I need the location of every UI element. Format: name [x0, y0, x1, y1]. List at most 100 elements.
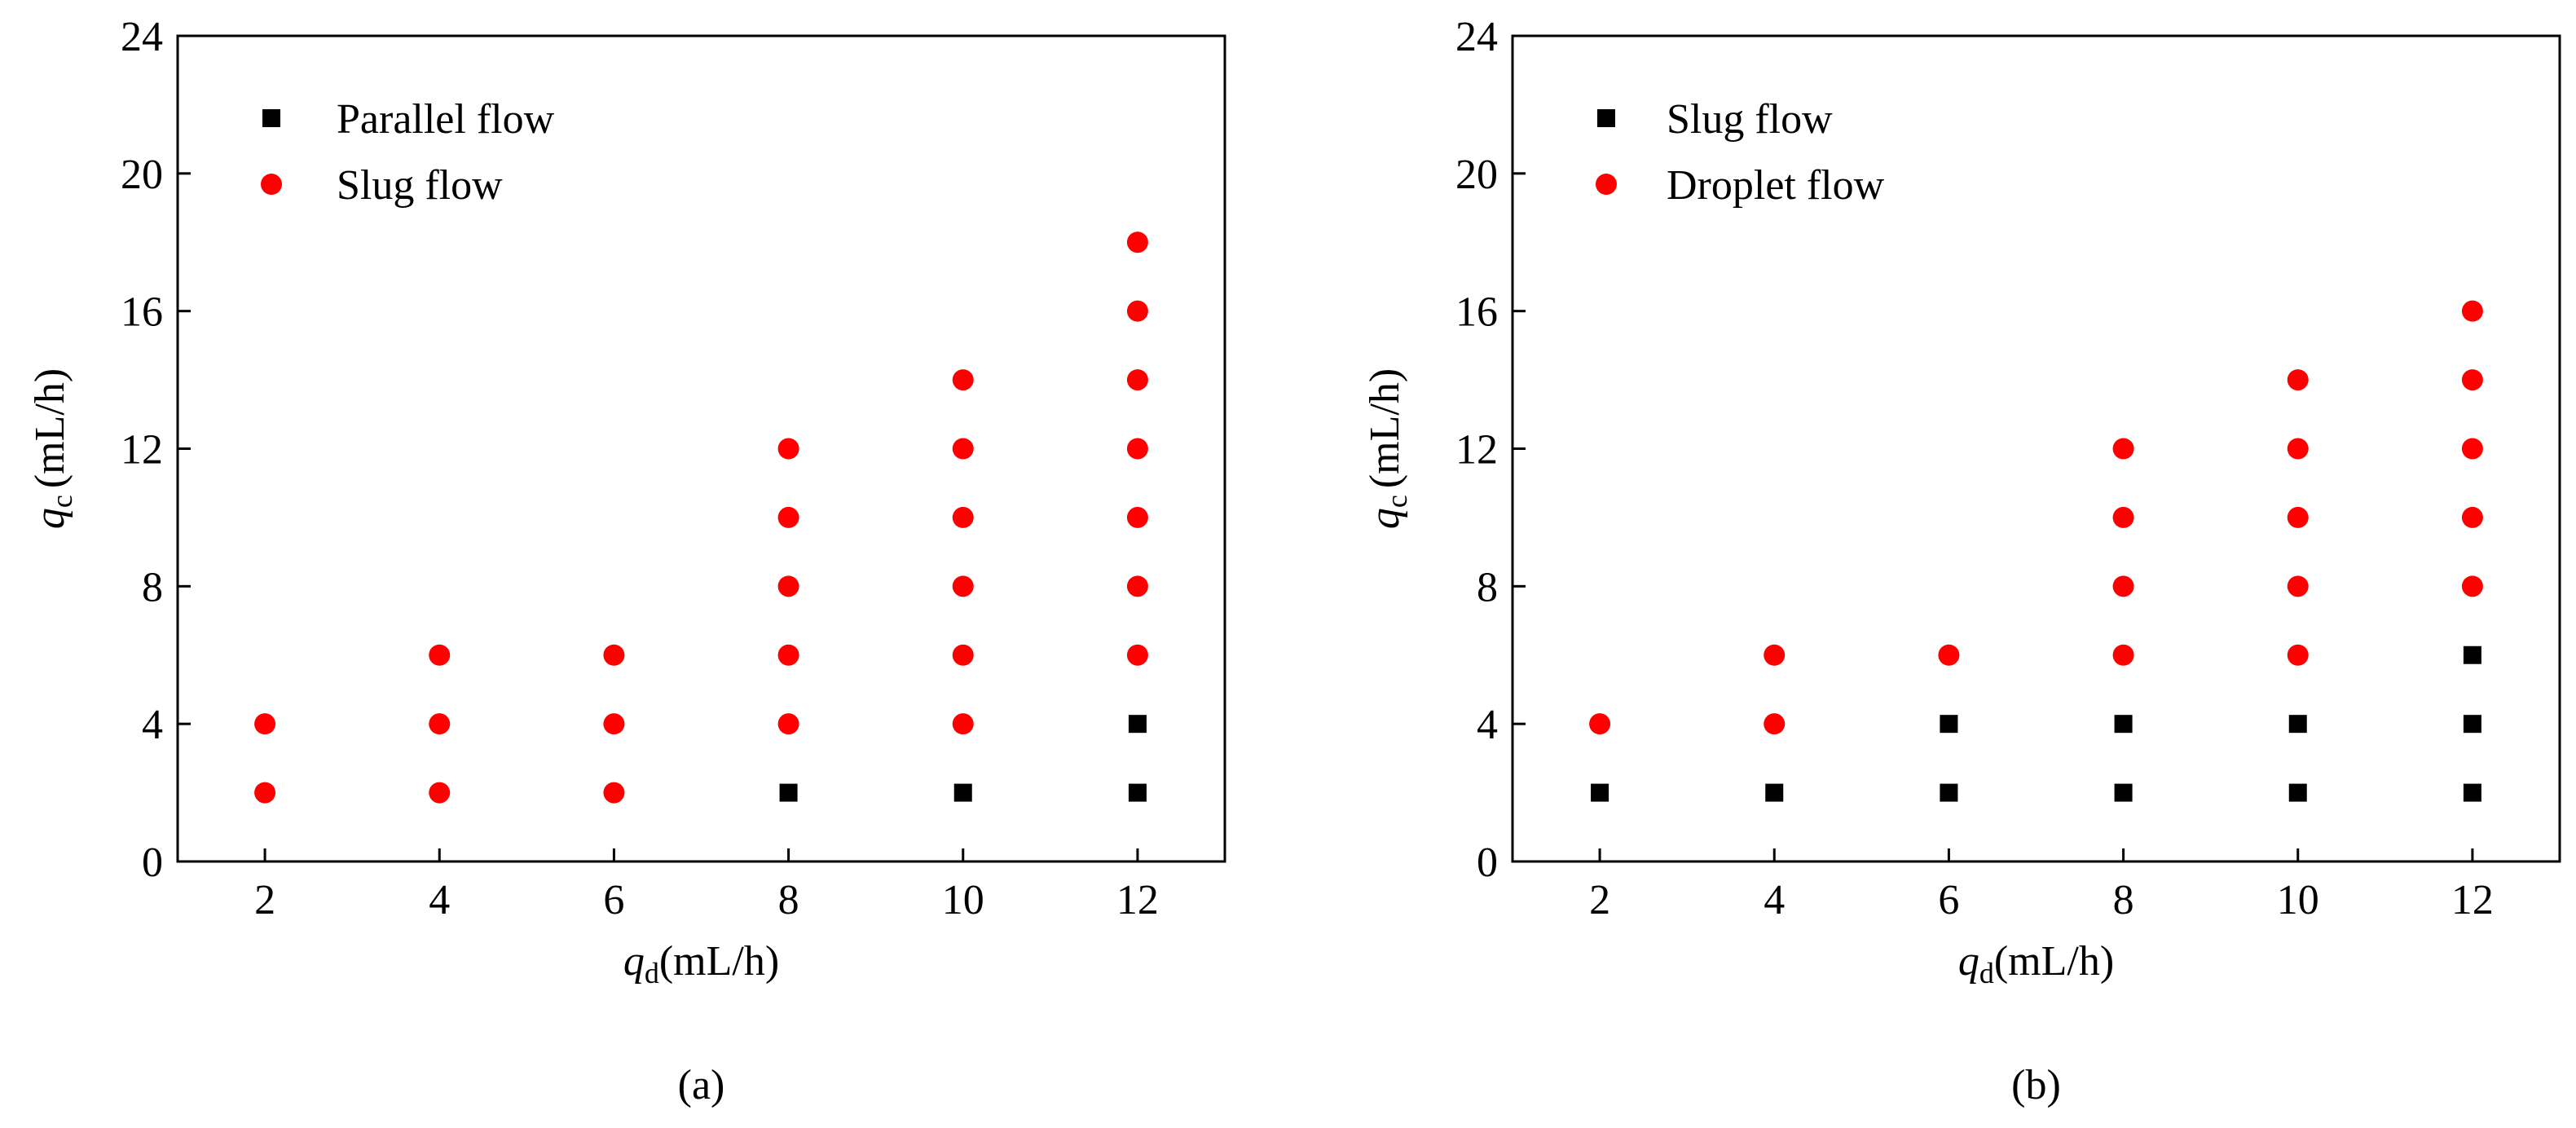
y-tick-label: 12 [121, 427, 163, 474]
marker [1128, 715, 1147, 734]
marker [1126, 575, 1148, 597]
marker [1940, 715, 1958, 734]
marker [429, 644, 451, 666]
x-tick-label: 8 [2113, 877, 2134, 923]
y-tick-label: 8 [142, 564, 163, 610]
y-label-symbol: q [27, 508, 73, 529]
marker [603, 782, 625, 804]
marker [1596, 174, 1617, 195]
marker [2112, 438, 2134, 460]
x-tick-label: 10 [2277, 877, 2319, 923]
x-label-symbol: q [1958, 938, 1979, 985]
marker [777, 506, 799, 528]
marker [1128, 783, 1147, 802]
marker [2112, 506, 2134, 528]
y-tick-label: 0 [142, 839, 163, 886]
x-label-symbol: q [623, 938, 645, 985]
marker [1126, 369, 1148, 391]
panel: 2 4 6 8 10 1204812162024qd(mL/h)qc(mL/h)(a)Pa… [27, 14, 1226, 1108]
marker [1591, 783, 1609, 802]
marker [1126, 231, 1148, 253]
marker [429, 782, 451, 804]
marker [952, 438, 974, 460]
x-tick-label: 8 [778, 877, 799, 923]
legend-label: Slug flow [1667, 96, 1833, 143]
marker [952, 506, 974, 528]
x-label-subscript: d [1979, 957, 1994, 989]
marker [1764, 644, 1786, 666]
marker [2112, 644, 2134, 666]
marker [1589, 713, 1611, 735]
marker [2114, 783, 2133, 802]
y-axis-label: qc (mL/h) [1362, 368, 1413, 529]
marker [777, 438, 799, 460]
y-label-unit: (mL/h) [1362, 368, 1408, 488]
marker [2463, 715, 2481, 734]
y-tick-label: 4 [1477, 702, 1498, 748]
x-axis-label: qd(mL/h) [1958, 938, 2114, 989]
y-tick-label: 20 [121, 152, 163, 198]
marker [1126, 506, 1148, 528]
marker [1940, 783, 1958, 802]
panel-label: (b) [2011, 1062, 2061, 1108]
x-tick-label: 6 [1938, 877, 1959, 923]
x-axis-label: qd(mL/h) [623, 938, 779, 989]
marker [254, 782, 276, 804]
legend-label: Droplet flow [1667, 162, 1885, 209]
y-tick-label: 24 [121, 14, 163, 60]
marker [1764, 713, 1786, 735]
legend-label: Parallel flow [337, 96, 555, 143]
marker [779, 783, 798, 802]
y-tick-label: 4 [142, 702, 163, 748]
marker [2461, 369, 2483, 391]
marker [2461, 300, 2483, 322]
marker [777, 713, 799, 735]
marker [2112, 575, 2134, 597]
marker [953, 783, 972, 802]
marker [2288, 715, 2307, 734]
x-label-unit: (mL/h) [659, 938, 779, 985]
marker [777, 575, 799, 597]
marker [1126, 438, 1148, 460]
marker [952, 575, 974, 597]
marker [1765, 783, 1784, 802]
y-label-subscript: c [1380, 495, 1413, 508]
marker [1126, 300, 1148, 322]
panel-label: (a) [678, 1062, 725, 1108]
legend-label: Slug flow [337, 162, 503, 209]
y-label-subscript: c [46, 495, 78, 508]
marker [2287, 575, 2309, 597]
marker [2288, 783, 2307, 802]
marker [952, 713, 974, 735]
x-tick-label: 12 [1116, 877, 1159, 923]
marker [603, 644, 625, 666]
marker [1597, 109, 1615, 127]
panel: 2 4 6 8 10 1204812162024qd(mL/h)qc(mL/h)(b)Sl… [1362, 14, 2561, 1108]
x-tick-label: 10 [942, 877, 984, 923]
marker [777, 644, 799, 666]
marker [2287, 369, 2309, 391]
x-tick-label: 4 [1764, 877, 1785, 923]
y-tick-label: 8 [1477, 564, 1498, 610]
marker [2463, 783, 2481, 802]
marker [2461, 438, 2483, 460]
plot-frame [1511, 34, 2561, 863]
marker [262, 109, 280, 127]
x-tick-label: 6 [603, 877, 624, 923]
y-tick-label: 0 [1477, 839, 1498, 886]
marker [2461, 575, 2483, 597]
y-tick-label: 12 [1455, 427, 1498, 474]
y-label-unit: (mL/h) [27, 368, 73, 488]
y-tick-label: 24 [1455, 14, 1498, 60]
x-tick-label: 4 [429, 877, 450, 923]
x-label-subscript: d [645, 957, 659, 989]
y-tick-label: 20 [1455, 152, 1498, 198]
x-tick-label: 2 [1589, 877, 1610, 923]
plot-frame [176, 34, 1226, 863]
marker [2287, 644, 2309, 666]
marker [1938, 644, 1960, 666]
marker [429, 713, 451, 735]
y-tick-label: 16 [121, 289, 163, 336]
y-label-symbol: q [1362, 508, 1408, 529]
